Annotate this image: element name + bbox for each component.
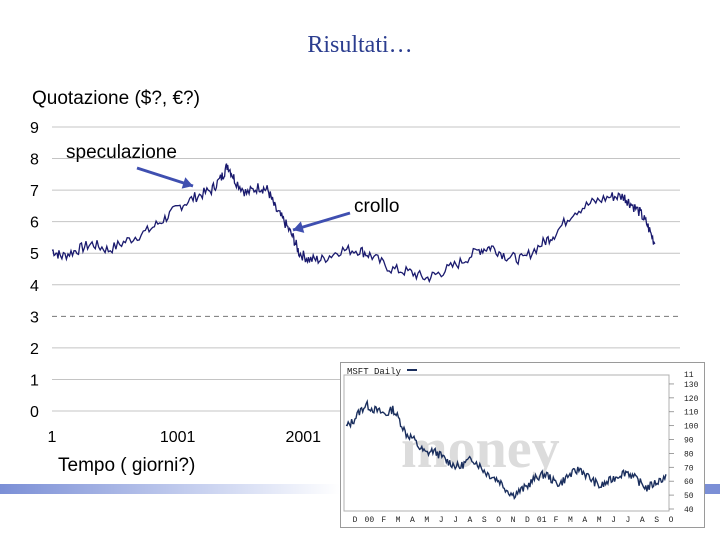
inset-title-swatch [407,369,417,371]
x-axis-label: Tempo ( giorni?) [58,455,195,476]
inset-x-tick-label: S [654,516,659,525]
inset-x-tick-label: M [424,516,429,525]
inset-y-tick-label: 70 [684,464,694,473]
inset-x-tick-label: A [468,516,473,525]
inset-x-tick-label: O [496,516,501,525]
inset-y-tick-label: 40 [684,506,694,515]
inset-y-tick-partial: 11 [684,371,694,380]
inset-y-tick-label: 50 [684,492,694,501]
price-line [51,163,656,284]
inset-x-tick-label: F [554,516,559,525]
inset-x-tick-labels: D 00 F M A M J J A S O N D 01 F M A M J J A S O [353,516,674,525]
inset-watermark: money [401,418,560,480]
arrow-crollo-head [293,221,305,233]
annotations: speculazione crollo [66,142,399,233]
x-tick-labels: 1 1001 2001 [48,429,322,446]
inset-x-tick-label: A [640,516,645,525]
y-axis-label: Quotazione ($?, €?) [32,88,200,109]
inset-y-tick-label: 100 [684,423,699,432]
annotation-speculazione: speculazione [66,142,177,163]
inset-x-tick-label: S [482,516,487,525]
inset-y-tick-label: 80 [684,450,694,459]
inset-y-tick-label: 130 [684,381,699,390]
y-tick-label: 7 [30,183,39,200]
inset-y-tick-label: 60 [684,478,694,487]
inset-x-tick-label: J [626,516,631,525]
inset-y-tick-label: 110 [684,409,699,418]
y-tick-labels: 0 1 2 3 4 5 6 7 8 9 [30,120,39,421]
x-tick-label: 2001 [285,429,321,446]
inset-y-tick-label: 90 [684,437,694,446]
inset-x-tick-label: J [453,516,458,525]
inset-x-tick-label: N [511,516,516,525]
arrow-speculazione-head [181,177,193,189]
msft-series [345,399,667,501]
y-tick-label: 8 [30,152,39,169]
inset-x-tick-label: 00 [365,516,375,525]
footer-bar [0,484,340,494]
inset-x-tick-label: M [396,516,401,525]
inset-x-tick-label: O [669,516,674,525]
y-tick-label: 1 [30,372,39,389]
inset-x-tick-label: M [568,516,573,525]
inset-x-tick-label: D [525,516,530,525]
inset-x-tick-label: J [611,516,616,525]
inset-x-tick-label: F [381,516,386,525]
y-tick-label: 6 [30,215,39,232]
y-tick-label: 3 [30,309,39,326]
y-tick-label: 4 [30,278,39,295]
y-tick-label: 5 [30,246,39,263]
y-tick-label: 2 [30,341,39,358]
inset-x-tick-label: 01 [537,516,547,525]
inset-x-tick-label: D [353,516,358,525]
y-tick-label: 9 [30,120,39,137]
inset-x-tick-label: A [582,516,587,525]
x-tick-label: 1 [48,429,57,446]
inset-title: MSFT Daily [347,367,402,377]
inset-plot-frame [343,374,670,512]
footer-bar-right [703,484,720,494]
msft-line [345,399,667,501]
slide-title: Risultati… [307,32,413,58]
annotation-crollo: crollo [354,196,399,217]
inset-y-tick-label: 120 [684,395,699,404]
msft-inset-chart: MSFT Daily money 40 50 60 70 80 90 100 110 120 13… [340,362,705,528]
price-series [51,163,656,284]
inset-x-tick-label: M [597,516,602,525]
x-tick-label: 1001 [160,429,196,446]
inset-x-tick-label: A [410,516,415,525]
y-tick-label: 0 [30,404,39,421]
inset-x-tick-label: J [439,516,444,525]
